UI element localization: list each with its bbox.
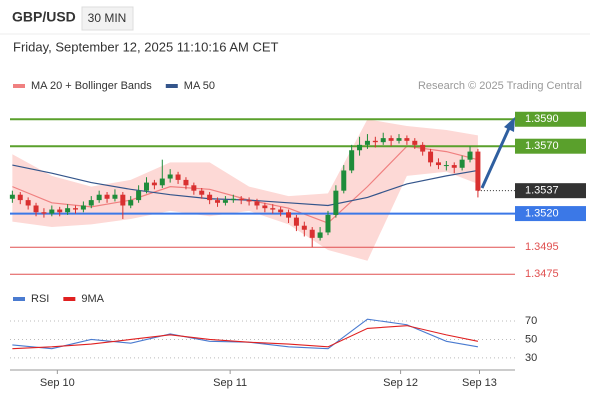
legend-label: MA 20 + Bollinger Bands [31, 80, 152, 92]
credit: Research © 2025 Trading Central [418, 80, 582, 92]
candle-body [317, 232, 323, 238]
legend-swatch [13, 297, 25, 301]
candle-body [420, 144, 426, 152]
candle-body [128, 200, 134, 206]
candle-body [96, 194, 102, 201]
legend-swatch [165, 84, 178, 88]
candle-body [349, 150, 355, 171]
timeframe: 30 MIN [88, 11, 127, 25]
legend-label: MA 50 [184, 80, 215, 92]
candle-body [80, 205, 86, 210]
legend-label: 9MA [81, 293, 104, 305]
candle-body [151, 182, 157, 186]
candle-body [309, 229, 315, 238]
candle-body [459, 159, 465, 168]
candle-body [144, 182, 150, 191]
candle-body [167, 174, 173, 179]
candle-body [41, 212, 47, 214]
candle-body [451, 165, 457, 168]
candle-body [120, 194, 126, 206]
candle-body [435, 162, 441, 166]
legend-swatch [63, 297, 76, 301]
candle-body [183, 179, 189, 186]
candle-body [57, 209, 63, 213]
candle-body [104, 194, 110, 199]
y-tick-label: 50 [525, 333, 537, 345]
candle-body [372, 140, 378, 143]
timeframe-box [81, 6, 134, 31]
candle-body [325, 214, 331, 233]
legend-swatch [13, 84, 25, 88]
candle-body [222, 200, 228, 203]
level-label: 1.3520 [525, 207, 559, 219]
candle-body [191, 185, 197, 191]
level-label-box [515, 111, 586, 127]
candle-body [262, 205, 268, 209]
candle-body [199, 190, 205, 195]
candle-body [49, 209, 55, 214]
candle-body [65, 208, 71, 213]
level-label: 1.3475 [525, 268, 559, 280]
y-tick-label: 70 [525, 315, 537, 327]
bollinger-band [12, 119, 478, 261]
candle-body [412, 140, 418, 145]
candle-body [136, 190, 142, 201]
candle-body [207, 194, 213, 201]
legend-label: RSI [31, 293, 49, 305]
candle-body [428, 151, 434, 163]
candle-body [357, 144, 363, 151]
candle-body [364, 140, 370, 145]
candle-body [475, 151, 481, 191]
candle-body [33, 205, 39, 213]
level-label: 1.3495 [525, 241, 559, 253]
price-pane: MA 20 + Bollinger Bands MA 50 1.3590 1.3570… [9, 80, 586, 280]
candle-body [278, 209, 284, 213]
candle-body [238, 198, 244, 201]
level-label: 1.3537 [525, 185, 559, 197]
x-tick-label: Sep 12 [383, 377, 418, 389]
forecast-arrowhead [504, 117, 515, 132]
candle-body [230, 198, 236, 201]
candle-body [215, 200, 221, 203]
candle-body [286, 212, 292, 218]
candle-body [254, 201, 260, 206]
candle-body [301, 225, 307, 230]
candle-body [341, 170, 347, 191]
rsi-pane: RSI 9MA 70 50 30 Sep 10 Sep 11 Sep 12 Sep 13 [10, 293, 537, 389]
level-label-box [515, 138, 586, 154]
x-tick-label: Sep 13 [462, 377, 497, 389]
candle-body [9, 194, 15, 199]
candle-body [388, 138, 394, 141]
indicator-line [12, 325, 479, 350]
candle-body [25, 200, 31, 206]
candle-body [333, 190, 339, 215]
x-tick-label: Sep 10 [40, 377, 75, 389]
candle-body [88, 200, 94, 206]
symbol: GBP/USD [12, 9, 76, 25]
candle-body [404, 138, 410, 141]
candle-body [17, 194, 23, 201]
candle-body [396, 138, 402, 141]
candle-body [467, 151, 473, 160]
level-label-box [515, 183, 586, 199]
candle-body [159, 178, 165, 186]
candle-body [246, 200, 252, 202]
level-label-box [515, 206, 586, 222]
candle-body [293, 217, 299, 226]
candle-body [72, 208, 78, 210]
x-tick-label: Sep 11 [213, 377, 247, 389]
candle-body [112, 194, 118, 199]
candle-body [380, 138, 386, 143]
candle-body [270, 208, 276, 210]
timestamp: Friday, September 12, 2025 11:10:16 AM C… [13, 39, 278, 54]
candle-body [443, 165, 449, 167]
y-tick-label: 30 [525, 352, 537, 364]
candle-body [175, 174, 181, 180]
level-label: 1.3570 [525, 140, 559, 152]
level-label: 1.3590 [525, 113, 559, 125]
forecast-arrow [480, 125, 512, 189]
